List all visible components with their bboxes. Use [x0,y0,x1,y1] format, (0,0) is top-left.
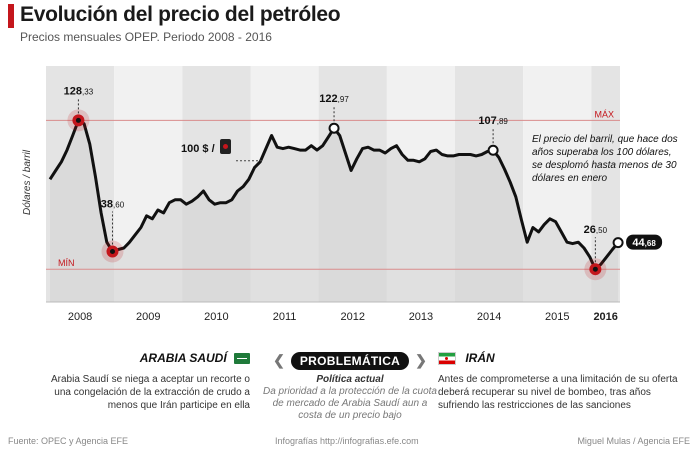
price-area [50,120,619,303]
problem-text: Da prioridad a la protección de la cuota… [263,386,437,421]
x-tick-2011: 2011 [273,311,297,323]
iran-heading-text: IRÁN [465,351,495,365]
marker-core-4 [592,266,598,272]
page-title: Evolución del precio del petróleo [20,3,341,26]
footer-source: Fuente: OPEC y Agencia EFE [8,436,129,446]
x-tick-2015: 2015 [545,311,569,323]
x-tick-2016: 2016 [593,311,617,323]
annotation-label-3: 107,89 [478,115,508,127]
title-accent-bar [8,4,14,28]
last-value-badge: 44,68 [626,234,663,250]
annotation-label-1: 38,60 [101,199,125,211]
chevron-right-icon: ❯ [415,352,427,369]
annotation-label-4: 26,50 [584,224,608,236]
oil-barrel-icon [220,139,231,154]
annotation-label-0: 128,33 [64,85,94,97]
iran-flag-icon [438,352,456,366]
hundred-dollar-marker: 100 $ / [181,143,215,155]
footer-author: Miguel Mulas / Agencia EFE [577,436,690,446]
x-tick-2009: 2009 [136,311,160,323]
saudi-text: Arabia Saudí se niega a aceptar un recor… [50,374,250,411]
problem-section: ❮ PROBLEMÁTICA ❯ Política actual Da priori… [262,352,438,422]
chart-note: El precio del barril, que hace dos años … [532,134,678,184]
marker-2 [328,122,340,134]
saudi-section: ARABIA SAUDÍ Arabia Saudí se niega a ace… [40,352,250,412]
marker-3 [487,144,499,156]
saudi-flag-icon [234,353,250,365]
ref-label-1: MÍN [58,258,75,268]
annotation-label-2: 122,97 [319,93,349,105]
saudi-heading: ARABIA SAUDÍ [40,352,250,365]
iran-section: IRÁN Antes de comprometerse a una limita… [438,352,678,412]
x-tick-2010: 2010 [204,311,228,323]
price-chart: 2008 2009 2010 2011 2012 2013 2014 2015 2016 MÁX M… [46,66,663,323]
last-value-label: 44,68 [632,237,656,249]
page-subtitle: Precios mensuales OPEP. Periodo 2008 - 2… [20,30,272,44]
last-value-bg [626,234,663,250]
x-tick-2008: 2008 [68,311,92,323]
x-tick-2013: 2013 [409,311,433,323]
x-tick-2014: 2014 [477,311,501,323]
marker-core-0 [75,117,81,123]
y-axis-label: Dólares / barril [22,149,33,215]
footer-credit: Infografías http://infografias.efe.com [275,436,419,446]
chevron-left-icon: ❮ [273,352,285,369]
problem-label: Política actual [316,374,384,385]
marker-core-1 [109,249,115,255]
iran-heading: IRÁN [438,351,678,366]
x-tick-2012: 2012 [341,311,365,323]
saudi-heading-text: ARABIA SAUDÍ [139,351,227,365]
iran-text: Antes de comprometerse a una limitación … [438,374,678,412]
ref-label-0: MÁX [594,109,614,119]
problem-pill: PROBLEMÁTICA [290,352,410,370]
marker-5 [612,237,624,249]
